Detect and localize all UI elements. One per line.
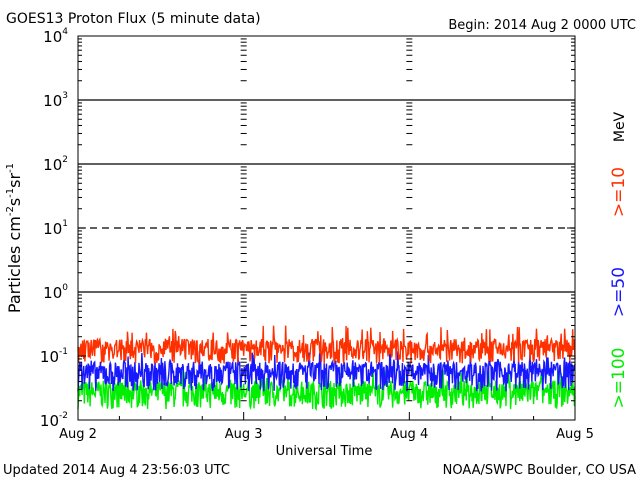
- legend: >=10 >=50 >=100 MeV: [609, 111, 629, 408]
- y-tick-label-4: 102: [43, 155, 68, 174]
- y-tick-label-6: 104: [43, 27, 68, 46]
- grid-layer: [78, 99, 575, 293]
- svg-text:Particles cm-2s-1sr-1: Particles cm-2s-1sr-1: [5, 163, 24, 313]
- x-tick-label-1: Aug 3: [225, 427, 263, 442]
- updated-time: Updated 2014 Aug 4 23:56:03 UTC: [3, 463, 230, 478]
- tick-layer: 10-2 10-1 100 101 102 103 104 Aug 2 Aug 3 Aug 4 Au…: [40, 27, 594, 442]
- legend-entry-0: >=10: [609, 167, 629, 217]
- y-tick-label-3: 101: [43, 219, 68, 238]
- series-layer: [77, 325, 576, 411]
- x-tick-label-0: Aug 2: [59, 427, 97, 442]
- x-tick-label-3: Aug 5: [556, 427, 594, 442]
- y-tick-label-5: 103: [43, 91, 68, 110]
- y-axis-label: Particles cm-2s-1sr-1: [5, 163, 24, 313]
- y-tick-label-0: 10-2: [40, 411, 68, 430]
- legend-entry-2: >=100: [609, 348, 629, 409]
- plot-area: [77, 35, 576, 421]
- y-tick-label-1: 10-1: [40, 347, 68, 366]
- chart-title: GOES13 Proton Flux (5 minute data): [6, 11, 261, 27]
- legend-entry-1: >=50: [609, 267, 629, 317]
- x-tick-label-2: Aug 4: [390, 427, 428, 442]
- begin-time: Begin: 2014 Aug 2 0000 UTC: [448, 18, 636, 33]
- legend-unit: MeV: [612, 111, 628, 142]
- series-line-2: [77, 370, 576, 411]
- series-line-1: [77, 350, 576, 392]
- credit: NOAA/SWPC Boulder, CO USA: [443, 463, 636, 478]
- series-line-0: [77, 325, 576, 366]
- y-tick-label-2: 100: [43, 283, 68, 302]
- x-axis-label: Universal Time: [276, 444, 373, 459]
